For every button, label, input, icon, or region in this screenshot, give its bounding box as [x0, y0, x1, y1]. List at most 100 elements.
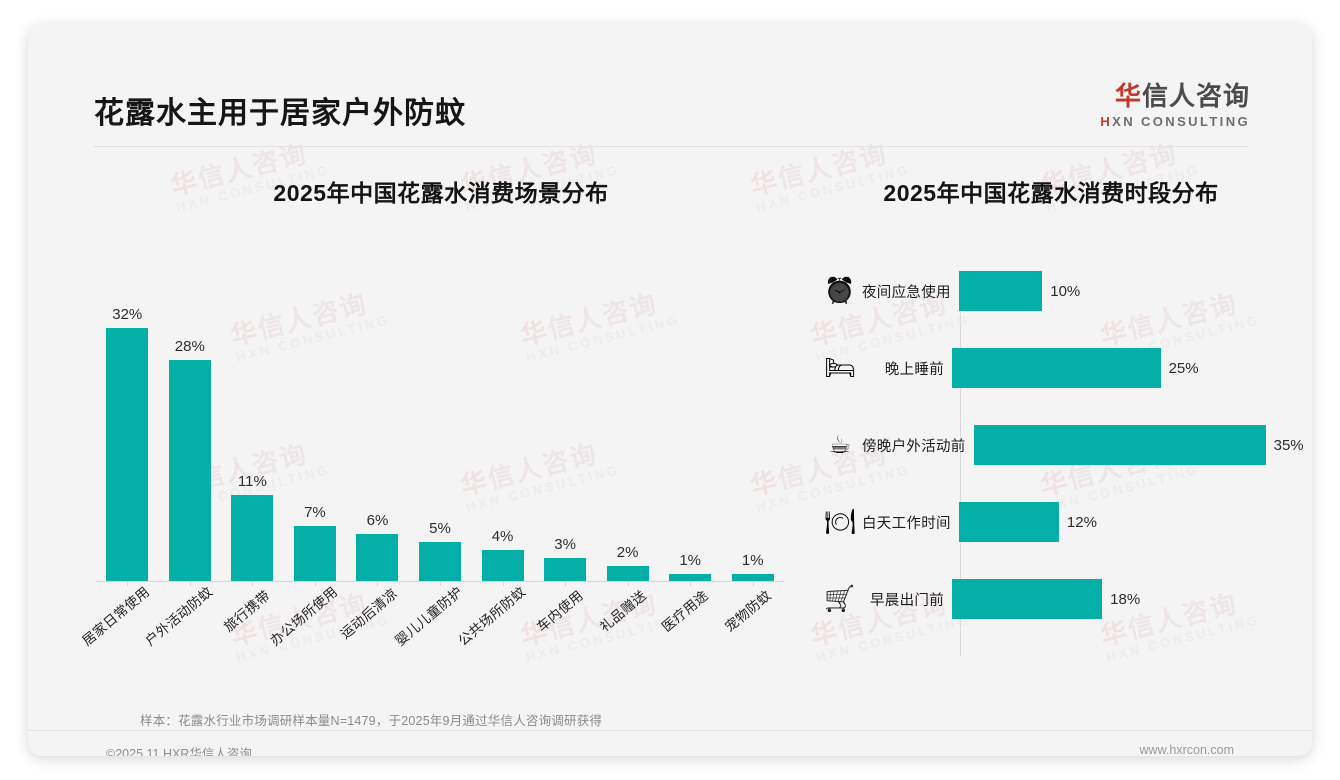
bar-rect[interactable] — [231, 494, 274, 582]
footer-divider — [28, 730, 1312, 731]
category-label: 旅行携带 — [221, 587, 274, 635]
bar-column[interactable]: 5% — [409, 270, 472, 586]
category-label: 车内使用 — [534, 587, 587, 635]
bar-value-label: 10% — [1050, 282, 1081, 300]
slide-header: 花露水主用于居家户外防蚊 华信人咨询 HXN CONSULTING — [28, 24, 1312, 148]
slide-footer: ©2025.11 HXR华信人咨询 www.hxrcon.com — [28, 731, 1312, 756]
bar-rect[interactable] — [973, 425, 1266, 465]
bar-value-label: 2% — [616, 544, 639, 562]
timeslot-label: 早晨出门前 — [870, 592, 944, 609]
bar-track: 35% — [973, 422, 1304, 468]
bar-rect[interactable] — [419, 542, 461, 582]
bar-rect[interactable] — [952, 579, 1103, 619]
logo-chinese-text: 华信人咨询 — [1100, 82, 1250, 111]
slide-card: 华信人咨询 HXN CONSULTING 华信人咨询 HXN CONSULTING 华信… — [28, 24, 1312, 756]
bar-rect[interactable] — [481, 550, 524, 582]
shopping-cart-icon: 🛒 — [824, 584, 856, 613]
x-axis-line — [96, 581, 784, 582]
bar-value-label: 12% — [1066, 513, 1097, 531]
logo-english-text: HXN CONSULTING — [1100, 114, 1250, 129]
copyright-text: ©2025.11 HXR华信人咨询 — [106, 747, 252, 756]
category-label: 居家日常使用 — [79, 583, 153, 649]
bar-rect[interactable] — [731, 574, 774, 582]
logo-english-rest: XN CONSULTING — [1112, 113, 1250, 129]
bar-column[interactable]: 32% — [96, 270, 159, 586]
bar-value-label: 35% — [1273, 436, 1304, 454]
hot-beverage-icon: ☕ — [828, 430, 852, 459]
category-label-cell: 办公场所使用 — [267, 584, 347, 682]
bar-value-label: 28% — [174, 337, 205, 355]
bar-rect[interactable] — [544, 558, 587, 582]
category-label: 医疗用途 — [659, 587, 712, 635]
bar-column[interactable]: 6% — [346, 270, 409, 586]
fork-knife-plate-icon: 🍽 — [824, 507, 856, 536]
scenario-distribution-panel: 2025年中国花露水消费场景分布 32% 28% 11% 7% 6% 5% 4% 3% 2% 1%… — [80, 174, 784, 684]
bar-value-label: 18% — [1110, 590, 1141, 608]
category-label: 礼品赠送 — [596, 587, 649, 635]
bar-value-label: 32% — [112, 305, 143, 323]
timeslot-distribution-panel: 2025年中国花露水消费时段分布 ⏰ 夜间应急使用 10% 🛏 晚上睡前 25% ☕ 傍晚户外… — [818, 174, 1304, 684]
vertical-bar-plot: 32% 28% 11% 7% 6% 5% 4% 3% 2% 1% 1% — [96, 270, 784, 586]
timeslot-row[interactable]: ⏰ 夜间应急使用 10% — [818, 268, 1282, 314]
bar-rect[interactable] — [952, 348, 1161, 388]
bar-column[interactable]: 2% — [596, 270, 659, 586]
bar-column[interactable]: 11% — [221, 270, 284, 586]
logo-english-accent: H — [1100, 113, 1113, 129]
bar-column[interactable]: 28% — [159, 270, 222, 586]
left-chart-title: 2025年中国花露水消费场景分布 — [273, 180, 609, 206]
bar-track: 12% — [958, 499, 1282, 545]
bar-value-label: 1% — [679, 552, 702, 570]
bar-track: 10% — [958, 268, 1282, 314]
timeslot-row[interactable]: 🍽 白天工作时间 12% — [818, 499, 1282, 545]
bed-icon: 🛏 — [824, 353, 856, 382]
bar-column[interactable]: 1% — [721, 270, 784, 586]
y-axis-line — [960, 272, 961, 656]
bar-track: 18% — [952, 576, 1282, 622]
bar-rect[interactable] — [669, 574, 712, 582]
bar-value-label: 6% — [366, 512, 389, 530]
bar-column[interactable]: 3% — [534, 270, 597, 586]
bar-column[interactable]: 7% — [284, 270, 347, 586]
timeslot-label: 白天工作时间 — [862, 515, 951, 532]
bar-value-label: 11% — [237, 472, 267, 490]
bar-rect[interactable] — [958, 271, 1043, 311]
bar-rect[interactable] — [606, 566, 649, 582]
timeslot-label: 夜间应急使用 — [862, 284, 951, 301]
bar-value-label: 4% — [491, 528, 514, 546]
logo-rest-chars: 信人咨询 — [1141, 81, 1250, 111]
logo-accent-char: 华 — [1114, 81, 1142, 111]
timeslot-row[interactable]: ☕ 傍晚户外活动前 35% — [818, 422, 1304, 468]
vertical-bar-category-labels: 居家日常使用 户外活动防蚊 旅行携带 办公场所使用 运动后清凉 婴儿儿童防护 公共场所防蚊车… — [80, 584, 784, 682]
bar-column[interactable]: 1% — [659, 270, 722, 586]
timeslot-label: 晚上睡前 — [884, 361, 944, 378]
bar-value-label: 5% — [429, 520, 451, 538]
bar-value-label: 3% — [554, 536, 576, 554]
bar-rect[interactable] — [958, 502, 1059, 542]
category-label-cell: 户外活动防蚊 — [142, 584, 222, 682]
category-label: 宠物防蚊 — [721, 587, 774, 635]
category-label-cell: 医疗用途 — [659, 586, 722, 682]
bar-rect[interactable] — [106, 327, 149, 582]
sample-footnote: 样本：花露水行业市场调研样本量N=1479，于2025年9月通过华信人咨询调研获… — [140, 714, 603, 728]
horizontal-bar-rows: ⏰ 夜间应急使用 10% 🛏 晚上睡前 25% ☕ 傍晚户外活动前 35% 🍽 白天工作时间 12% 🛒… — [818, 264, 1304, 664]
bar-track: 25% — [952, 345, 1282, 391]
bar-rect[interactable] — [293, 526, 336, 582]
header-divider — [94, 146, 1248, 147]
timeslot-row[interactable]: 🛏 晚上睡前 25% — [818, 345, 1282, 391]
bar-value-label: 25% — [1168, 359, 1199, 377]
bar-rect[interactable] — [168, 359, 211, 582]
category-label-cell: 宠物防蚊 — [721, 586, 784, 682]
bar-value-label: 7% — [304, 504, 326, 522]
alarm-clock-icon: ⏰ — [824, 276, 856, 305]
timeslot-label: 傍晚户外活动前 — [862, 438, 966, 455]
bar-value-label: 1% — [741, 552, 764, 570]
vertical-bar-columns: 32% 28% 11% 7% 6% 5% 4% 3% 2% 1% 1% — [96, 270, 784, 586]
right-chart-title: 2025年中国花露水消费时段分布 — [883, 180, 1219, 206]
timeslot-row[interactable]: 🛒 早晨出门前 18% — [818, 576, 1282, 622]
page-title: 花露水主用于居家户外防蚊 — [94, 97, 466, 130]
bar-column[interactable]: 4% — [471, 270, 534, 586]
bar-rect[interactable] — [356, 534, 399, 582]
category-label-cell: 公共场所防蚊 — [455, 584, 534, 682]
website-url: www.hxrcon.com — [1139, 743, 1234, 756]
category-label-cell: 礼品赠送 — [596, 586, 659, 682]
